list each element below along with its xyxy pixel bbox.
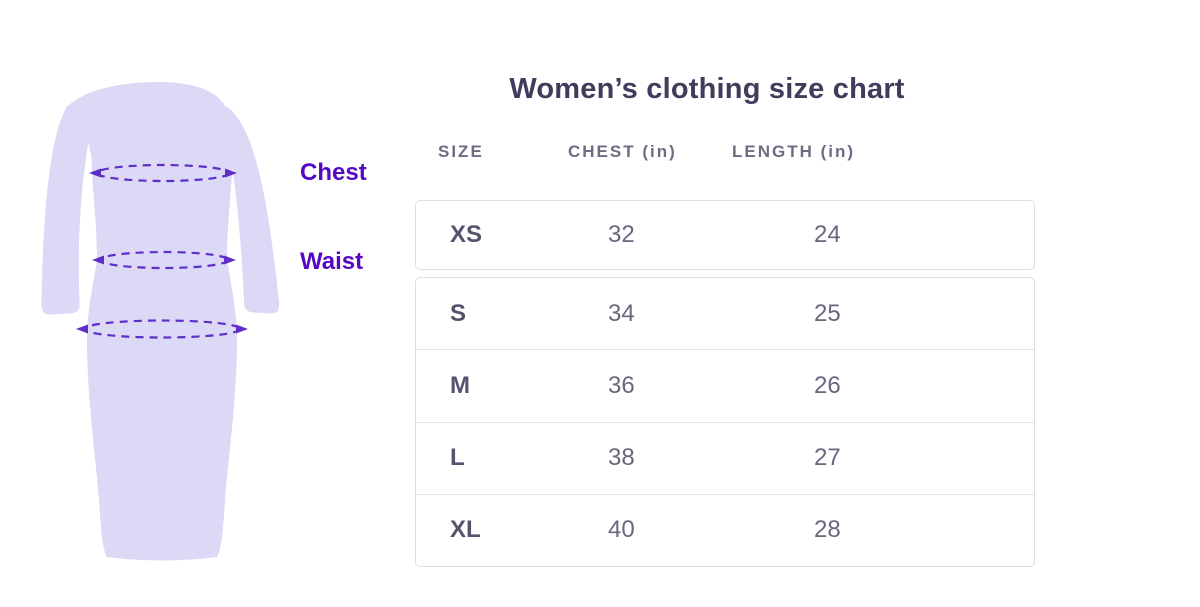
length-cell: 28 — [814, 516, 841, 544]
table-row-xs: XS 32 24 — [415, 200, 1035, 270]
table-header: SIZE CHEST (in) LENGTH (in) — [415, 142, 1035, 168]
column-header-chest: CHEST (in) — [568, 142, 677, 161]
length-cell: 27 — [814, 444, 841, 472]
table-row-s: S 34 25 — [416, 278, 1034, 349]
chest-cell: 32 — [608, 221, 635, 248]
size-cell: S — [450, 299, 467, 327]
table-row-l: L 38 27 — [416, 421, 1034, 494]
table-row-xl: XL 40 28 — [416, 493, 1034, 566]
table-row-m: M 36 26 — [416, 349, 1034, 421]
column-header-size: SIZE — [438, 142, 484, 161]
chest-cell: 38 — [608, 444, 635, 472]
size-cell: M — [450, 371, 470, 399]
chest-cell: 36 — [608, 371, 635, 399]
waist-arrow-left-icon — [92, 255, 104, 265]
length-cell: 25 — [814, 299, 841, 327]
table-row: XS 32 24 — [416, 201, 1034, 269]
chest-cell: 34 — [608, 299, 635, 327]
chest-arrow-left-icon — [89, 168, 101, 178]
chest-label: Chest — [300, 159, 367, 186]
hip-arrow-right-icon — [236, 324, 248, 334]
waist-arrow-right-icon — [224, 255, 236, 265]
hip-arrow-left-icon — [76, 324, 88, 334]
waist-label: Waist — [300, 248, 364, 275]
size-cell: XS — [450, 221, 483, 248]
page-title: Women’s clothing size chart — [509, 73, 905, 105]
column-header-length: LENGTH (in) — [732, 142, 856, 161]
dress-illustration — [41, 82, 280, 561]
size-cell: L — [450, 444, 465, 472]
length-cell: 24 — [814, 221, 841, 248]
chest-arrow-right-icon — [225, 168, 237, 178]
chest-cell: 40 — [608, 516, 635, 544]
table-body: S 34 25 M 36 26 L 38 27 XL 40 28 — [415, 277, 1035, 567]
length-cell: 26 — [814, 371, 841, 399]
size-cell: XL — [450, 516, 481, 544]
dress-sleeve-left-shape — [41, 105, 92, 315]
dress-sleeve-right-shape — [224, 106, 280, 314]
